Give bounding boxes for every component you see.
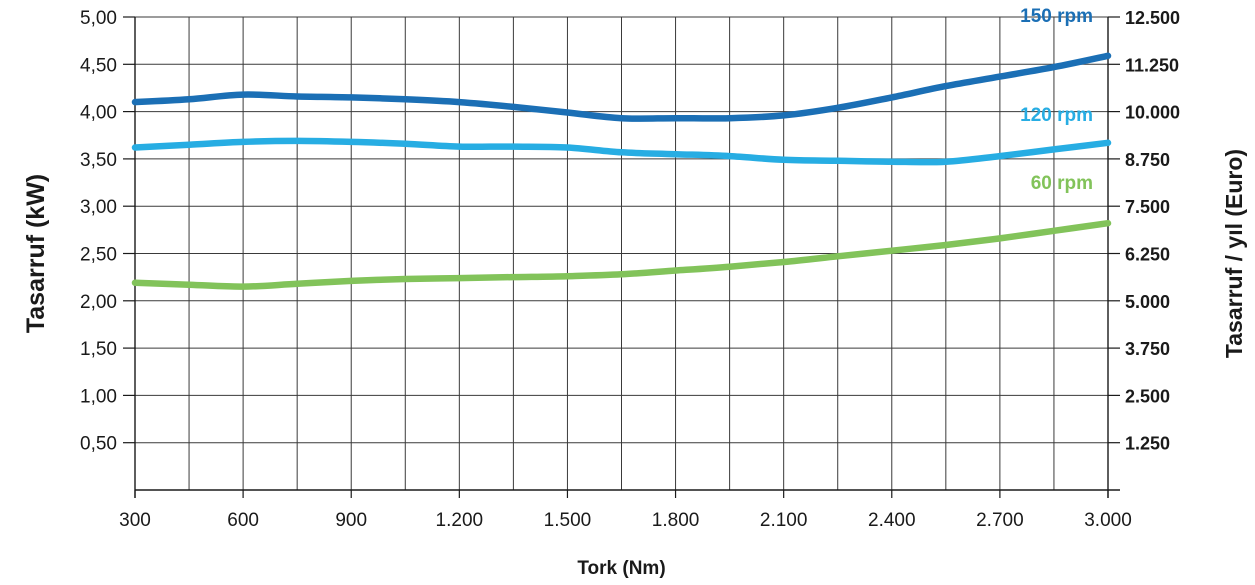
series-label-0: 150 rpm (1020, 6, 1093, 27)
y-left-tick-label: 2,50 (80, 245, 117, 266)
series-label-1: 120 rpm (1020, 105, 1093, 126)
y-right-tick-label: 1.250 (1125, 434, 1170, 454)
y-right-tick-label: 10.000 (1125, 103, 1180, 123)
y-right-tick-label: 2.500 (1125, 386, 1170, 406)
x-tick-label: 1.200 (436, 510, 484, 531)
x-tick-label: 1.500 (544, 510, 592, 531)
x-tick-label: 600 (227, 510, 259, 531)
y-left-tick-label: 5,00 (80, 8, 117, 29)
y-right-tick-label: 3.750 (1125, 339, 1170, 359)
y-right-tick-label: 8.750 (1125, 150, 1170, 170)
label-layer: Tasarruf (kW) Tasarruf / yıl (Euro) Tork (… (22, 6, 1247, 579)
series-line-1 (131, 137, 1112, 166)
y-left-tick-label: 3,50 (80, 150, 117, 171)
series-line-2 (131, 219, 1112, 290)
series-layer (131, 52, 1112, 290)
y-axis-right-title: Tasarruf / yıl (Euro) (1221, 149, 1247, 358)
x-tick-label: 300 (119, 510, 151, 531)
y-axis-left-title: Tasarruf (kW) (22, 174, 50, 333)
series-line-0 (131, 52, 1112, 122)
y-right-tick-label: 7.500 (1125, 197, 1170, 217)
y-left-tick-label: 3,00 (80, 197, 117, 218)
x-tick-label: 2.100 (760, 510, 808, 531)
y-right-tick-label: 5.000 (1125, 292, 1170, 312)
x-tick-label: 900 (335, 510, 367, 531)
x-tick-label: 2.400 (868, 510, 916, 531)
y-left-tick-label: 0,50 (80, 434, 117, 455)
y-right-tick-label: 12.500 (1125, 8, 1180, 28)
x-tick-label: 3.000 (1084, 510, 1132, 531)
y-right-tick-label: 11.250 (1125, 55, 1179, 75)
grid-layer (134, 16, 1109, 490)
y-left-tick-label: 1,00 (80, 386, 117, 407)
y-left-tick-label: 4,00 (80, 103, 117, 124)
y-left-tick-label: 2,00 (80, 292, 117, 313)
x-tick-label: 1.800 (652, 510, 700, 531)
y-right-tick-label: 6.250 (1125, 245, 1170, 265)
x-tick-label: 2.700 (976, 510, 1024, 531)
axes-layer: 0,50 1,00 1,50 2,00 2,50 3,00 3,50 4,00 4,50 5,00… (80, 8, 1180, 531)
x-axis-title: Tork (Nm) (577, 558, 665, 579)
y-left-tick-label: 1,50 (80, 339, 117, 360)
y-left-tick-label: 4,50 (80, 55, 117, 76)
series-label-2: 60 rpm (1031, 173, 1093, 194)
